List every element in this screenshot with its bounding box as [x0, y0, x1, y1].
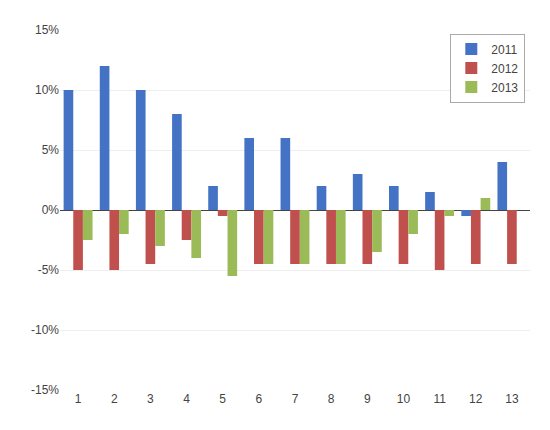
svg-text:3: 3	[147, 392, 154, 406]
svg-text:13: 13	[505, 392, 519, 406]
svg-text:2: 2	[111, 392, 118, 406]
svg-text:9: 9	[364, 392, 371, 406]
svg-text:5: 5	[219, 392, 226, 406]
svg-text:-10%: -10%	[31, 323, 59, 337]
svg-text:8: 8	[328, 392, 335, 406]
svg-text:7: 7	[292, 392, 299, 406]
svg-text:2013: 2013	[491, 81, 518, 95]
svg-text:11: 11	[433, 392, 446, 406]
svg-text:6: 6	[256, 392, 263, 406]
svg-text:10: 10	[397, 392, 411, 406]
svg-text:1: 1	[75, 392, 82, 406]
svg-text:15%: 15%	[35, 23, 59, 37]
svg-text:2011: 2011	[491, 43, 517, 57]
svg-text:2012: 2012	[491, 62, 518, 76]
svg-text:5%: 5%	[42, 143, 60, 157]
svg-text:-15%: -15%	[31, 383, 59, 397]
svg-text:-5%: -5%	[38, 263, 60, 277]
svg-text:0%: 0%	[42, 203, 60, 217]
svg-text:10%: 10%	[35, 83, 59, 97]
svg-text:4: 4	[183, 392, 190, 406]
svg-text:12: 12	[469, 392, 483, 406]
